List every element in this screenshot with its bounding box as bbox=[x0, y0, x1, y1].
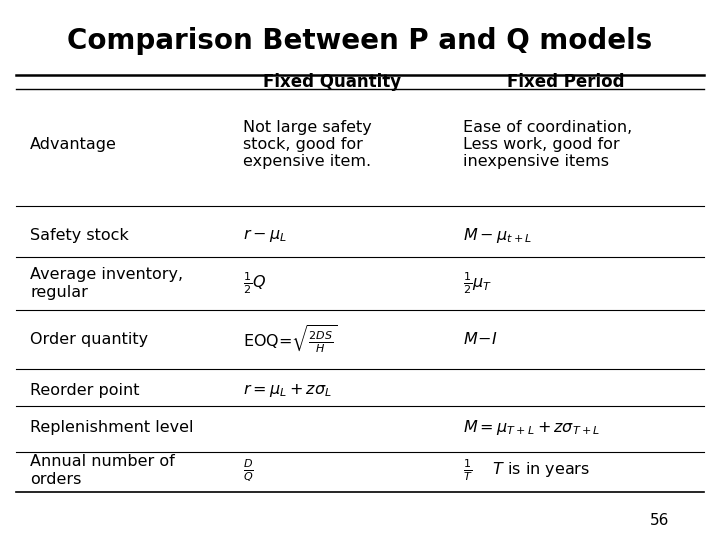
Text: Order quantity: Order quantity bbox=[30, 332, 148, 347]
Text: $\frac{1}{2}Q$: $\frac{1}{2}Q$ bbox=[243, 271, 266, 296]
Text: Advantage: Advantage bbox=[30, 137, 117, 152]
Text: $\frac{1}{T}$    $T$ is in years: $\frac{1}{T}$ $T$ is in years bbox=[463, 457, 590, 483]
Text: $M - \mu_{t+L}$: $M - \mu_{t+L}$ bbox=[463, 226, 532, 245]
Text: Reorder point: Reorder point bbox=[30, 383, 140, 398]
Text: Safety stock: Safety stock bbox=[30, 228, 129, 243]
Text: Not large safety
stock, good for
expensive item.: Not large safety stock, good for expensi… bbox=[243, 119, 372, 170]
Text: Annual number of
orders: Annual number of orders bbox=[30, 454, 175, 487]
Text: Fixed Period: Fixed Period bbox=[508, 73, 625, 91]
Text: Fixed Quantity: Fixed Quantity bbox=[264, 73, 402, 91]
Text: $M = \mu_{T+L} + z\sigma_{T+L}$: $M = \mu_{T+L} + z\sigma_{T+L}$ bbox=[463, 418, 600, 437]
Text: $M\!-\!I$: $M\!-\!I$ bbox=[463, 332, 498, 347]
Text: $\frac{D}{Q}$: $\frac{D}{Q}$ bbox=[243, 457, 254, 484]
Text: Replenishment level: Replenishment level bbox=[30, 420, 194, 435]
Text: $\frac{1}{2}\mu_T$: $\frac{1}{2}\mu_T$ bbox=[463, 271, 492, 296]
Text: $r - \mu_L$: $r - \mu_L$ bbox=[243, 227, 287, 244]
Text: Comparison Between P and Q models: Comparison Between P and Q models bbox=[68, 27, 652, 55]
Text: EOQ=$\sqrt{\frac{2DS}{H}}$: EOQ=$\sqrt{\frac{2DS}{H}}$ bbox=[243, 323, 338, 355]
Text: $r = \mu_L + z\sigma_L$: $r = \mu_L + z\sigma_L$ bbox=[243, 382, 332, 399]
Text: 56: 56 bbox=[650, 512, 669, 528]
Text: Average inventory,
regular: Average inventory, regular bbox=[30, 267, 184, 300]
Text: Ease of coordination,
Less work, good for
inexpensive items: Ease of coordination, Less work, good fo… bbox=[463, 119, 632, 170]
